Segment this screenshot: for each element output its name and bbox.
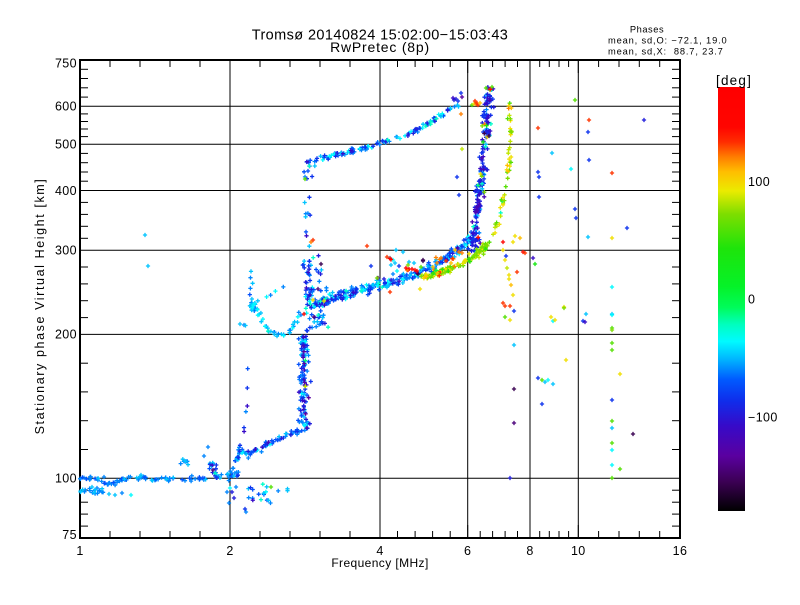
svg-text:−100: −100 (748, 411, 778, 425)
svg-text:8: 8 (526, 544, 533, 558)
svg-text:75: 75 (62, 528, 77, 542)
svg-text:6: 6 (464, 544, 471, 558)
svg-text:0: 0 (748, 293, 755, 307)
svg-text:10: 10 (571, 544, 586, 558)
svg-text:600: 600 (55, 100, 77, 114)
svg-text:16: 16 (673, 544, 688, 558)
svg-text:mean, sd,O: −72.1, 19.0: mean, sd,O: −72.1, 19.0 (608, 36, 728, 46)
svg-text:Tromsø 20140824 15:02:00−15:03: Tromsø 20140824 15:02:00−15:03:43 (252, 28, 509, 44)
svg-text:500: 500 (55, 138, 77, 152)
svg-text:100: 100 (748, 175, 770, 189)
svg-text:mean, sd,X: 88.7, 23.7: mean, sd,X: 88.7, 23.7 (608, 47, 724, 57)
svg-text:1: 1 (76, 544, 83, 558)
svg-text:Frequency [MHz]: Frequency [MHz] (331, 556, 428, 570)
svg-text:200: 200 (55, 328, 77, 342)
svg-text:Phases: Phases (630, 25, 664, 35)
svg-text:100: 100 (55, 472, 77, 486)
svg-text:RwPretec (8p): RwPretec (8p) (330, 39, 430, 55)
svg-text:[deg]: [deg] (716, 73, 752, 88)
svg-text:Stationary phase Virtual Heigh: Stationary phase Virtual Height [km] (33, 178, 47, 435)
svg-text:300: 300 (55, 244, 77, 258)
svg-text:750: 750 (55, 56, 77, 70)
svg-text:400: 400 (55, 184, 77, 198)
svg-text:4: 4 (376, 544, 383, 558)
svg-text:2: 2 (226, 544, 233, 558)
